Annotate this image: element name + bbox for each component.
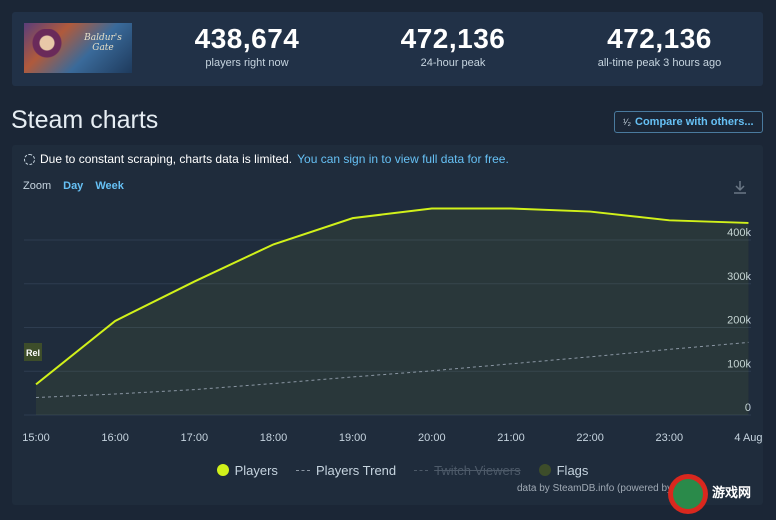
game-logo: Baldur's Gate — [84, 33, 122, 53]
sign-in-link[interactable]: You can sign in to view full data for fr… — [297, 152, 509, 166]
section-title: Steam charts — [11, 106, 159, 134]
legend-label: Flags — [556, 462, 589, 478]
fraction-icon: ¹⁄₂ — [623, 117, 631, 127]
zoom-label: Zoom — [23, 180, 52, 192]
stat-value: 472,136 — [607, 23, 712, 54]
stat-all-time-peak: 472,136 all-time peak 3 hours ago — [572, 23, 747, 70]
zoom-controls: Zoom Day Week — [23, 180, 124, 192]
x-tick-label: 18:00 — [260, 432, 288, 444]
y-tick-label: 200k — [727, 315, 751, 327]
gamepad-icon — [673, 479, 703, 509]
watermark-logo — [668, 474, 708, 514]
players-line — [35, 207, 749, 386]
legend-trend[interactable]: Players Trend — [295, 461, 397, 479]
stats-bar: Baldur's Gate 438,674 players right now … — [12, 12, 763, 86]
stat-current-players: 438,674 players right now — [162, 23, 332, 70]
stat-label: all-time peak 3 hours ago — [597, 57, 722, 69]
zoom-week-button[interactable]: Week — [95, 180, 124, 192]
legend-twitch[interactable]: Twitch Viewers — [414, 461, 521, 479]
data-credit: data by SteamDB.info (powered by — [517, 483, 673, 494]
download-icon[interactable] — [732, 179, 748, 195]
legend-label: Twitch Viewers — [434, 462, 521, 478]
x-tick-label: 16:00 — [101, 432, 129, 444]
x-tick-label: 15:00 — [22, 432, 50, 444]
legend-label: Players — [234, 462, 278, 478]
chart-legend: Players Players Trend Twitch Viewers Fla… — [12, 461, 763, 479]
y-tick-label: 0 — [745, 402, 751, 414]
notice-text: Due to constant scraping, charts data is… — [40, 152, 293, 166]
x-tick-label: 19:00 — [339, 432, 367, 444]
flag-label: Rel — [26, 348, 40, 358]
character-art — [32, 29, 62, 69]
players-dot-icon — [216, 464, 229, 476]
legend-players[interactable]: Players — [216, 461, 278, 479]
stat-label: players right now — [205, 57, 289, 69]
x-tick-label: 23:00 — [656, 432, 684, 444]
trend-line — [35, 341, 749, 398]
players-area — [36, 208, 749, 415]
stat-label: 24-hour peak — [420, 57, 486, 69]
y-tick-label: 100k — [727, 358, 751, 370]
y-tick-label: 300k — [727, 271, 751, 283]
x-tick-label: 20:00 — [418, 432, 446, 444]
x-tick-label: 17:00 — [181, 432, 209, 444]
x-tick-label: 22:00 — [576, 432, 604, 444]
compare-button[interactable]: ¹⁄₂ Compare with others... — [614, 111, 763, 133]
players-chart[interactable]: 0 100k 200k 300k 400k 15:00 16:00 17:00 18:00 19:… — [12, 145, 763, 445]
scraping-notice: Due to constant scraping, charts data is… — [24, 152, 509, 166]
stat-value: 472,136 — [400, 23, 506, 54]
watermark-text: 游戏网 — [712, 485, 752, 500]
stat-value: 438,674 — [194, 23, 300, 54]
flag-marker — [24, 343, 42, 361]
flags-dot-icon — [538, 464, 551, 476]
x-tick-label: 21:00 — [497, 432, 525, 444]
y-tick-label: 400k — [727, 227, 751, 239]
legend-label: Players Trend — [315, 462, 397, 478]
twitch-dash-icon — [414, 469, 429, 471]
loading-icon — [24, 153, 35, 165]
compare-label: Compare with others... — [635, 116, 754, 128]
zoom-day-button[interactable]: Day — [63, 180, 84, 192]
trend-dash-icon — [295, 469, 310, 471]
stat-24h-peak: 472,136 24-hour peak — [368, 23, 538, 70]
chart-panel: Due to constant scraping, charts data is… — [12, 145, 763, 505]
game-thumbnail[interactable]: Baldur's Gate — [24, 23, 132, 73]
x-tick-label: 4 Aug — [734, 432, 762, 444]
legend-flags[interactable]: Flags — [538, 461, 589, 479]
